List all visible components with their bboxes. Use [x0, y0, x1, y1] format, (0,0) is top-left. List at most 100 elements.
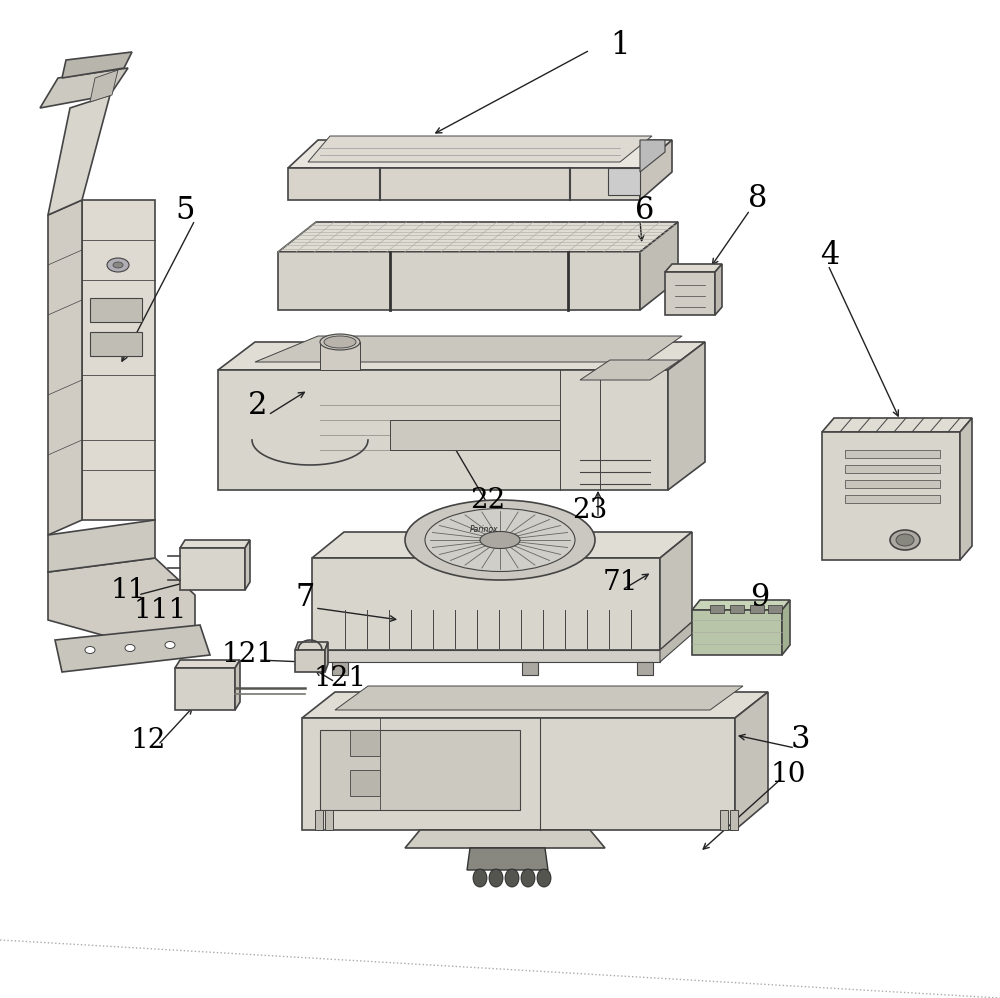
Ellipse shape: [489, 869, 503, 887]
Polygon shape: [48, 95, 110, 215]
Text: 8: 8: [748, 183, 768, 214]
Polygon shape: [640, 140, 672, 200]
Polygon shape: [180, 548, 245, 590]
Ellipse shape: [85, 647, 95, 654]
Text: 6: 6: [635, 195, 655, 226]
Ellipse shape: [521, 869, 535, 887]
Polygon shape: [637, 662, 653, 675]
Polygon shape: [822, 418, 972, 432]
Ellipse shape: [473, 869, 487, 887]
Text: 2: 2: [248, 389, 268, 420]
Ellipse shape: [320, 334, 360, 350]
Text: 9: 9: [750, 583, 770, 614]
Polygon shape: [845, 465, 940, 473]
Polygon shape: [335, 686, 743, 710]
Polygon shape: [668, 342, 705, 490]
Polygon shape: [235, 660, 240, 710]
Polygon shape: [332, 662, 348, 675]
Polygon shape: [350, 770, 380, 796]
Text: 23: 23: [572, 496, 608, 524]
Polygon shape: [325, 642, 328, 672]
Text: 111: 111: [133, 597, 187, 624]
Polygon shape: [320, 342, 360, 370]
Polygon shape: [315, 810, 323, 830]
Ellipse shape: [405, 500, 595, 580]
Polygon shape: [62, 52, 132, 78]
Text: 11: 11: [110, 577, 146, 604]
Polygon shape: [278, 222, 678, 252]
Text: 22: 22: [470, 486, 506, 514]
Polygon shape: [845, 450, 940, 458]
Polygon shape: [845, 480, 940, 488]
Polygon shape: [640, 222, 678, 310]
Ellipse shape: [505, 869, 519, 887]
Polygon shape: [308, 136, 652, 162]
Polygon shape: [302, 718, 735, 830]
Polygon shape: [640, 140, 665, 172]
Text: 1: 1: [610, 30, 630, 61]
Polygon shape: [302, 692, 768, 718]
Polygon shape: [278, 252, 640, 310]
Polygon shape: [845, 495, 940, 503]
Polygon shape: [715, 264, 722, 315]
Text: 4: 4: [820, 240, 840, 270]
Ellipse shape: [425, 509, 575, 572]
Polygon shape: [720, 810, 728, 830]
Polygon shape: [405, 830, 605, 848]
Polygon shape: [735, 692, 768, 830]
Polygon shape: [295, 642, 328, 650]
Polygon shape: [40, 68, 128, 108]
Polygon shape: [312, 558, 660, 650]
Polygon shape: [320, 730, 520, 810]
Polygon shape: [692, 610, 782, 655]
Polygon shape: [710, 605, 724, 613]
Text: Parinox: Parinox: [470, 525, 498, 534]
Ellipse shape: [324, 336, 356, 348]
Polygon shape: [48, 558, 195, 640]
Polygon shape: [175, 660, 240, 668]
Polygon shape: [522, 662, 538, 675]
Polygon shape: [218, 370, 668, 490]
Polygon shape: [90, 332, 142, 356]
Polygon shape: [960, 418, 972, 560]
Ellipse shape: [125, 645, 135, 652]
Polygon shape: [325, 810, 333, 830]
Ellipse shape: [165, 642, 175, 649]
Polygon shape: [750, 605, 764, 613]
Ellipse shape: [107, 258, 129, 272]
Text: 121: 121: [221, 642, 275, 669]
Polygon shape: [312, 650, 660, 662]
Polygon shape: [665, 272, 715, 315]
Polygon shape: [390, 420, 560, 450]
Polygon shape: [90, 298, 142, 322]
Polygon shape: [48, 520, 155, 572]
Ellipse shape: [480, 532, 520, 549]
Ellipse shape: [890, 530, 920, 550]
Polygon shape: [180, 540, 250, 548]
Polygon shape: [660, 622, 692, 662]
Polygon shape: [288, 168, 640, 200]
Text: 71: 71: [602, 569, 638, 596]
Polygon shape: [608, 168, 640, 195]
Text: 3: 3: [790, 725, 810, 755]
Polygon shape: [730, 810, 738, 830]
Polygon shape: [295, 650, 325, 672]
Polygon shape: [580, 360, 680, 380]
Text: 12: 12: [130, 727, 166, 753]
Polygon shape: [48, 200, 82, 535]
Polygon shape: [768, 605, 782, 613]
Polygon shape: [245, 540, 250, 590]
Polygon shape: [55, 625, 210, 672]
Polygon shape: [90, 70, 118, 102]
Ellipse shape: [896, 534, 914, 546]
Polygon shape: [730, 605, 744, 613]
Polygon shape: [312, 532, 692, 558]
Polygon shape: [218, 342, 705, 370]
Polygon shape: [175, 668, 235, 710]
Ellipse shape: [537, 869, 551, 887]
Polygon shape: [255, 336, 682, 362]
Polygon shape: [288, 140, 672, 168]
Polygon shape: [782, 600, 790, 655]
Polygon shape: [665, 264, 722, 272]
Polygon shape: [350, 730, 380, 756]
